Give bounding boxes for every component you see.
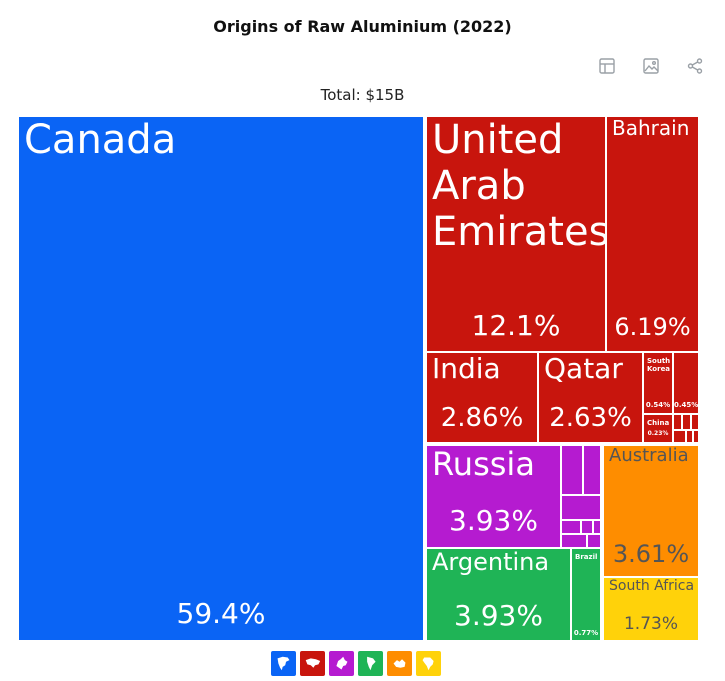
tile-label: China bbox=[647, 419, 670, 427]
treemap-tile-minor-10[interactable] bbox=[581, 520, 593, 534]
tile-value: 6.19% bbox=[614, 313, 691, 341]
treemap-tile-minor-6[interactable] bbox=[561, 445, 583, 495]
south-america-icon[interactable] bbox=[358, 651, 383, 676]
tile-value: 0.45% bbox=[674, 401, 699, 409]
treemap-tile-minor-1[interactable] bbox=[682, 414, 691, 430]
tile-label: South Africa bbox=[609, 578, 695, 594]
tile-value: 0.77% bbox=[573, 629, 599, 637]
treemap-tile-india[interactable]: India 2.86% bbox=[426, 352, 538, 443]
treemap-tile-australia[interactable]: Australia 3.61% bbox=[603, 445, 699, 577]
treemap-tile-minor-11[interactable] bbox=[593, 520, 601, 534]
treemap-tile-minor-0[interactable] bbox=[673, 414, 682, 430]
table-icon[interactable] bbox=[598, 57, 616, 75]
chart-subtitle: Total: $15B bbox=[320, 86, 405, 104]
tile-label: India bbox=[432, 352, 501, 385]
treemap-tile-bahrain[interactable]: Bahrain 6.19% bbox=[606, 116, 699, 352]
tile-value: 2.86% bbox=[440, 403, 524, 433]
treemap-tile-south-korea[interactable]: South Korea 0.54% bbox=[643, 352, 673, 414]
north-america-icon[interactable] bbox=[271, 651, 296, 676]
europe-icon[interactable] bbox=[329, 651, 354, 676]
treemap-tile-minor-3[interactable] bbox=[673, 430, 686, 443]
africa-icon[interactable] bbox=[416, 651, 441, 676]
tile-label: United Arab Emirates bbox=[432, 117, 606, 255]
treemap-tile-minor-8[interactable] bbox=[561, 495, 601, 520]
treemap-tile-united-arab-emirates[interactable]: United Arab Emirates 12.1% bbox=[426, 116, 606, 352]
tile-value: 1.73% bbox=[623, 614, 678, 634]
treemap-tile-minor-2[interactable] bbox=[691, 414, 699, 430]
treemap-tile-minor-13[interactable] bbox=[587, 534, 601, 548]
treemap-tile-china[interactable]: China 0.23% bbox=[643, 414, 673, 443]
tile-value: 0.54% bbox=[645, 401, 671, 409]
treemap-tile-minor-7[interactable] bbox=[583, 445, 601, 495]
treemap-tile-item-6[interactable]: 0.45% bbox=[673, 352, 699, 414]
tile-label: Brazil bbox=[575, 553, 598, 561]
chart-title: Origins of Raw Aluminium (2022) bbox=[213, 17, 512, 36]
treemap-tile-minor-4[interactable] bbox=[686, 430, 693, 443]
tile-label: Australia bbox=[609, 445, 689, 466]
tile-value: 3.93% bbox=[454, 599, 543, 632]
oceania-icon[interactable] bbox=[387, 651, 412, 676]
tile-value: 0.23% bbox=[647, 430, 669, 437]
treemap-tile-minor-5[interactable] bbox=[693, 430, 699, 443]
treemap-tile-qatar[interactable]: Qatar 2.63% bbox=[538, 352, 643, 443]
tile-label: Argentina bbox=[432, 548, 550, 576]
tile-value: 12.1% bbox=[471, 309, 561, 342]
tile-label: South Korea bbox=[647, 357, 671, 374]
tile-value: 2.63% bbox=[549, 403, 632, 433]
treemap-tile-minor-12[interactable] bbox=[561, 534, 587, 548]
asia-icon[interactable] bbox=[300, 651, 325, 676]
treemap-tile-russia[interactable]: Russia 3.93% bbox=[426, 445, 561, 548]
treemap-tile-canada[interactable]: Canada 59.4% bbox=[18, 116, 424, 641]
tile-value: 3.93% bbox=[449, 504, 538, 537]
image-icon[interactable] bbox=[642, 57, 660, 75]
tile-value: 3.61% bbox=[612, 540, 690, 568]
treemap-tile-minor-9[interactable] bbox=[561, 520, 581, 534]
tile-label: Bahrain bbox=[612, 116, 690, 140]
share-icon[interactable] bbox=[686, 57, 704, 75]
treemap-tile-south-africa[interactable]: South Africa 1.73% bbox=[603, 577, 699, 641]
legend bbox=[271, 651, 441, 676]
tile-label: Canada bbox=[24, 117, 177, 163]
treemap-tile-brazil[interactable]: Brazil 0.77% bbox=[571, 548, 601, 641]
tile-value: 59.4% bbox=[176, 597, 266, 630]
treemap-tile-argentina[interactable]: Argentina 3.93% bbox=[426, 548, 571, 641]
tile-label: Qatar bbox=[544, 352, 623, 385]
tile-label: Russia bbox=[432, 445, 535, 483]
